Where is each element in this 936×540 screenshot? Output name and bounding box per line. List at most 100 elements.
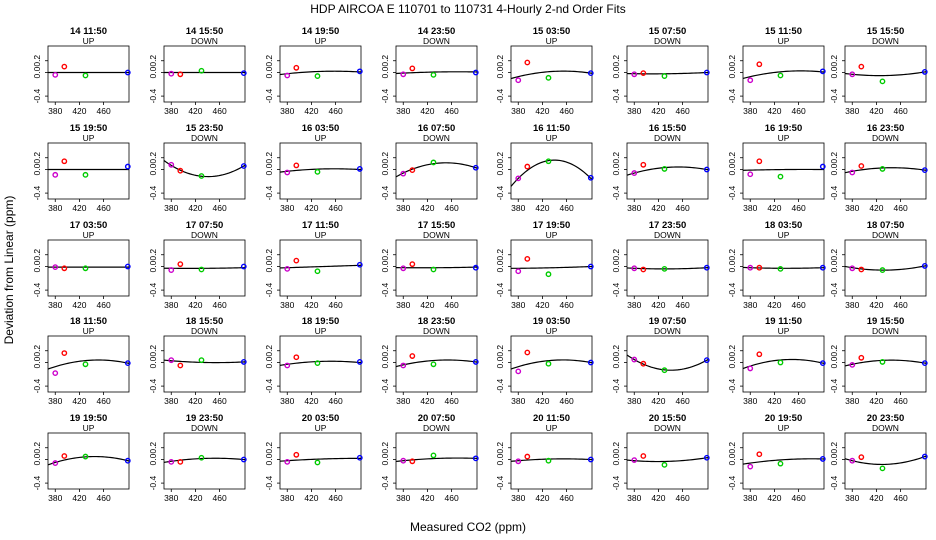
y-tick-label: 0.0	[32, 453, 42, 465]
x-tick-label: 420	[869, 300, 883, 310]
panel-direction: UP	[778, 133, 790, 143]
data-point	[168, 70, 175, 77]
y-tick-label: -0.4	[727, 476, 737, 491]
data-point	[168, 458, 175, 465]
data-point	[356, 454, 363, 461]
panel-direction: UP	[778, 423, 790, 433]
x-tick-label: 460	[894, 203, 908, 213]
y-tick-label: -0.4	[495, 186, 505, 201]
panel-label: 17 07:50	[186, 220, 224, 231]
y-tick-label: -0.4	[264, 379, 274, 394]
data-point	[472, 164, 479, 171]
x-tick-label: 460	[560, 396, 574, 406]
data-point	[921, 263, 928, 269]
x-tick-label: 420	[535, 396, 549, 406]
data-point	[284, 458, 291, 465]
x-tick-label: 380	[627, 203, 641, 213]
data-point	[661, 367, 668, 374]
x-tick-label: 460	[792, 203, 806, 213]
y-axis-label: Deviation from Linear (ppm)	[2, 196, 16, 345]
y-tick-label: 0.2	[148, 249, 158, 261]
data-point	[631, 457, 638, 464]
panel-frame	[742, 45, 825, 103]
panel-label: 14 15:50	[186, 26, 224, 37]
x-tick-label: 380	[627, 396, 641, 406]
x-tick-label: 420	[304, 396, 318, 406]
data-point	[703, 264, 710, 271]
data-point	[400, 457, 407, 464]
y-tick-label: 0.2	[380, 345, 390, 357]
x-tick-label: 460	[97, 396, 111, 406]
data-point	[472, 264, 479, 271]
fit-curve	[163, 359, 246, 364]
data-point	[631, 170, 638, 176]
y-tick-label: 0.0	[264, 260, 274, 272]
x-tick-label: 460	[560, 493, 574, 503]
data-point	[240, 263, 247, 270]
panel-label: 15 19:50	[70, 123, 108, 134]
panel-direction: DOWN	[654, 230, 681, 240]
panel-direction: DOWN	[191, 230, 218, 240]
panel-label: 19 11:50	[765, 316, 802, 327]
y-tick-label: 0.0	[148, 163, 158, 175]
data-point	[879, 359, 886, 365]
panel-direction: UP	[546, 36, 558, 46]
data-point	[858, 266, 865, 273]
x-tick-label: 420	[420, 493, 434, 503]
data-point	[515, 175, 522, 182]
panel-frame	[626, 432, 709, 490]
y-tick-label: 0.0	[148, 356, 158, 368]
y-tick-label: 0.2	[32, 345, 42, 357]
y-tick-label: 0.0	[495, 163, 505, 175]
x-tick-label: 380	[743, 396, 757, 406]
x-tick-label: 420	[188, 493, 202, 503]
data-point	[400, 170, 407, 177]
fit-curve	[844, 71, 927, 77]
data-point	[879, 267, 886, 273]
data-point	[356, 166, 363, 172]
y-tick-label: 0.0	[727, 453, 737, 465]
y-tick-label: 0.2	[148, 345, 158, 357]
y-tick-label: -0.4	[32, 89, 42, 104]
panel-frame	[163, 45, 246, 103]
data-point	[356, 261, 363, 268]
data-point	[777, 460, 784, 467]
x-tick-label: 460	[97, 203, 111, 213]
y-tick-label: 0.2	[264, 345, 274, 357]
data-point	[587, 456, 594, 463]
y-tick-label: 0.2	[829, 152, 839, 164]
x-tick-label: 460	[676, 300, 690, 310]
y-tick-label: -0.4	[380, 89, 390, 104]
data-point	[52, 264, 59, 271]
data-point	[82, 453, 89, 460]
y-tick-label: -0.4	[380, 186, 390, 201]
data-point	[849, 169, 856, 176]
y-tick-label: 0.0	[611, 453, 621, 465]
fit-curve	[742, 358, 825, 370]
y-tick-label: 0.2	[727, 249, 737, 261]
data-point	[82, 171, 89, 178]
data-point	[314, 168, 321, 175]
fit-curve	[844, 167, 927, 174]
x-tick-label: 380	[280, 203, 294, 213]
x-tick-label: 460	[792, 106, 806, 116]
data-point	[703, 69, 710, 76]
x-tick-label: 460	[329, 203, 343, 213]
x-tick-label: 460	[329, 396, 343, 406]
panel-label: 16 07:50	[418, 123, 456, 134]
data-point	[747, 77, 754, 84]
y-tick-label: 0.2	[148, 152, 158, 164]
panel-frame	[279, 45, 362, 103]
data-point	[61, 453, 68, 459]
y-tick-label: 0.0	[264, 356, 274, 368]
fit-curve	[279, 70, 362, 76]
data-point	[284, 169, 291, 176]
panel-frame	[279, 239, 362, 297]
